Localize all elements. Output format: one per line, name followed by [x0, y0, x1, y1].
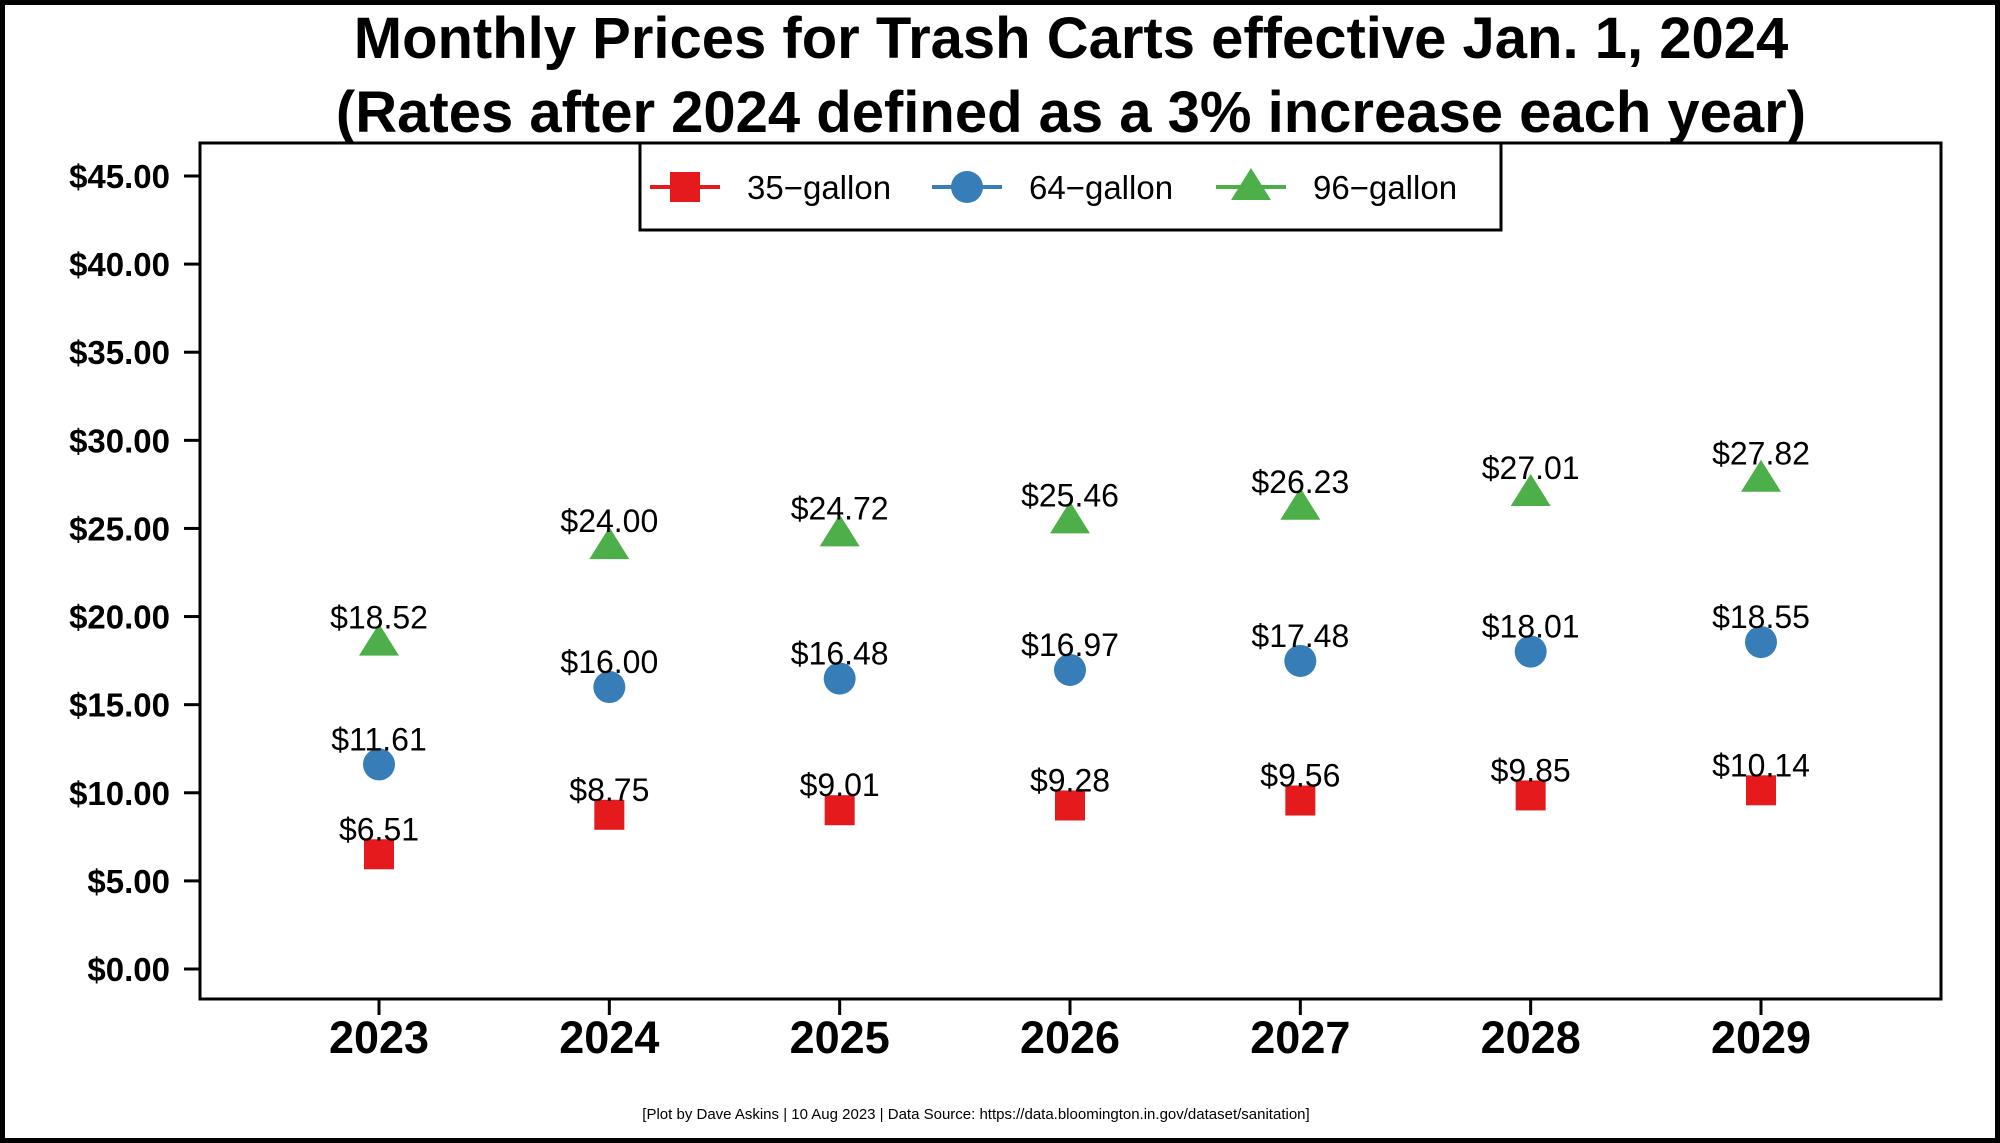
data-point [1514, 635, 1547, 668]
data-label: $18.01 [1482, 609, 1580, 645]
legend-marker-triangle [1231, 168, 1271, 200]
data-point [824, 795, 855, 826]
data-point [589, 527, 630, 560]
data-label: $27.82 [1712, 436, 1810, 472]
legend-marker-square [670, 172, 700, 202]
x-tick-label: 2029 [1711, 1012, 1811, 1063]
y-tick-label: $0.00 [87, 951, 170, 988]
legend-label: 35−gallon [747, 169, 891, 206]
series-circle: $11.61 $16.00 $16.48 $16.97 $17.48 $18.01 $18.… [331, 599, 1810, 781]
legend: 35−gallon 64−gallon 96−gallon [638, 141, 1503, 232]
data-point [359, 623, 399, 656]
y-tick-label: $35.00 [69, 334, 170, 371]
x-tick-label: 2023 [329, 1012, 429, 1063]
x-axis: 2023 2024 2025 2026 2027 2028 2029 [329, 999, 1811, 1063]
data-point [1510, 474, 1551, 507]
data-point [819, 514, 860, 547]
y-tick-label: $40.00 [69, 246, 170, 283]
data-label: $18.52 [330, 600, 428, 636]
y-tick-label: $5.00 [87, 863, 170, 900]
data-point [1746, 775, 1776, 806]
data-point [594, 799, 625, 830]
data-point [1055, 790, 1085, 821]
data-label: $9.56 [1260, 758, 1340, 794]
data-label: $9.01 [800, 767, 880, 803]
data-point [1741, 459, 1781, 492]
data-point [1285, 785, 1316, 816]
data-label: $26.23 [1251, 464, 1349, 500]
data-label: $16.00 [560, 644, 658, 680]
data-point [364, 839, 394, 870]
data-point [1050, 501, 1090, 534]
data-label: $9.28 [1030, 762, 1110, 798]
data-point [593, 671, 626, 704]
legend-label: 96−gallon [1313, 169, 1457, 206]
y-tick-label: $45.00 [69, 158, 170, 195]
data-label: $27.01 [1482, 450, 1580, 486]
data-label: $17.48 [1251, 618, 1349, 654]
data-point [823, 662, 856, 695]
data-label: $8.75 [569, 772, 649, 808]
legend-label: 64−gallon [1029, 169, 1173, 206]
data-label: $11.61 [331, 721, 427, 757]
data-label: $16.48 [791, 636, 889, 672]
data-label: $18.55 [1712, 599, 1810, 635]
footer-credit: [Plot by Dave Askins | 10 Aug 2023 | Dat… [642, 1106, 1309, 1123]
chart-subtitle: (Rates after 2024 defined as a 3% increa… [336, 80, 1806, 145]
data-points: $6.51$8.75 $9.01 $9.28 $9.56 $9.85 $10.14$11.… [330, 436, 1810, 870]
x-tick-label: 2025 [790, 1012, 890, 1063]
x-tick-label: 2028 [1481, 1012, 1581, 1063]
data-point [1284, 644, 1317, 677]
chart-title: Monthly Prices for Trash Carts effective… [354, 6, 1788, 71]
x-tick-label: 2026 [1020, 1012, 1120, 1063]
y-tick-label: $10.00 [69, 775, 170, 812]
series-square: $6.51 $8.75 $9.01 $9.28 $9.56 $9.85 $10.14 [339, 747, 1810, 870]
data-label: $25.46 [1021, 477, 1119, 513]
data-label: $6.51 [339, 811, 419, 847]
series-triangle: $18.52 $24.00 $24.72 $25.46 $26.23 $27.01 $27.… [330, 436, 1810, 656]
data-point [363, 748, 395, 781]
data-point [1054, 653, 1086, 686]
legend-box [638, 141, 1503, 232]
y-axis: $0.00 $5.00 $10.00 $15.00 $20.00 $25.00 $30.00… [69, 158, 200, 988]
x-tick-label: 2027 [1250, 1012, 1350, 1063]
data-point [1515, 780, 1546, 811]
data-label: $24.72 [791, 490, 889, 526]
legend-marker-circle [951, 171, 983, 203]
data-label: $24.00 [560, 503, 658, 539]
y-tick-label: $20.00 [69, 599, 170, 636]
data-point [1745, 626, 1777, 659]
data-label: $16.97 [1021, 627, 1119, 663]
y-tick-label: $30.00 [69, 422, 170, 459]
y-tick-label: $25.00 [69, 510, 170, 547]
data-label: $9.85 [1491, 752, 1571, 788]
y-tick-label: $15.00 [69, 687, 170, 724]
x-tick-label: 2024 [559, 1012, 659, 1063]
data-label: $10.14 [1712, 747, 1810, 783]
data-point [1280, 487, 1321, 520]
